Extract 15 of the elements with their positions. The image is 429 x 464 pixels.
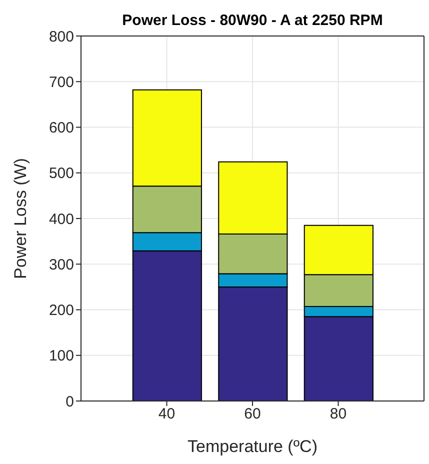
chart-title: Power Loss - 80W90 - A at 2250 RPM [121,12,384,29]
x-tick-label: 40 [158,406,176,423]
y-tick-label: 100 [48,348,74,365]
y-axis-title: Power Loss (W) [11,158,30,279]
y-tick-label: 300 [48,256,74,274]
y-tick-label: 200 [48,302,74,320]
y-tick-label: 800 [48,28,74,46]
x-tick-label: 60 [244,406,261,423]
x-tick-label: 80 [330,406,347,423]
y-tick-label: 600 [48,120,74,137]
x-axis-title: Temperature (ºC) [188,437,318,456]
y-tick-label: 400 [48,210,74,228]
y-tick-label: 0 [66,393,74,410]
y-tick-label: 700 [48,74,74,91]
y-tick-label: 500 [48,165,74,182]
